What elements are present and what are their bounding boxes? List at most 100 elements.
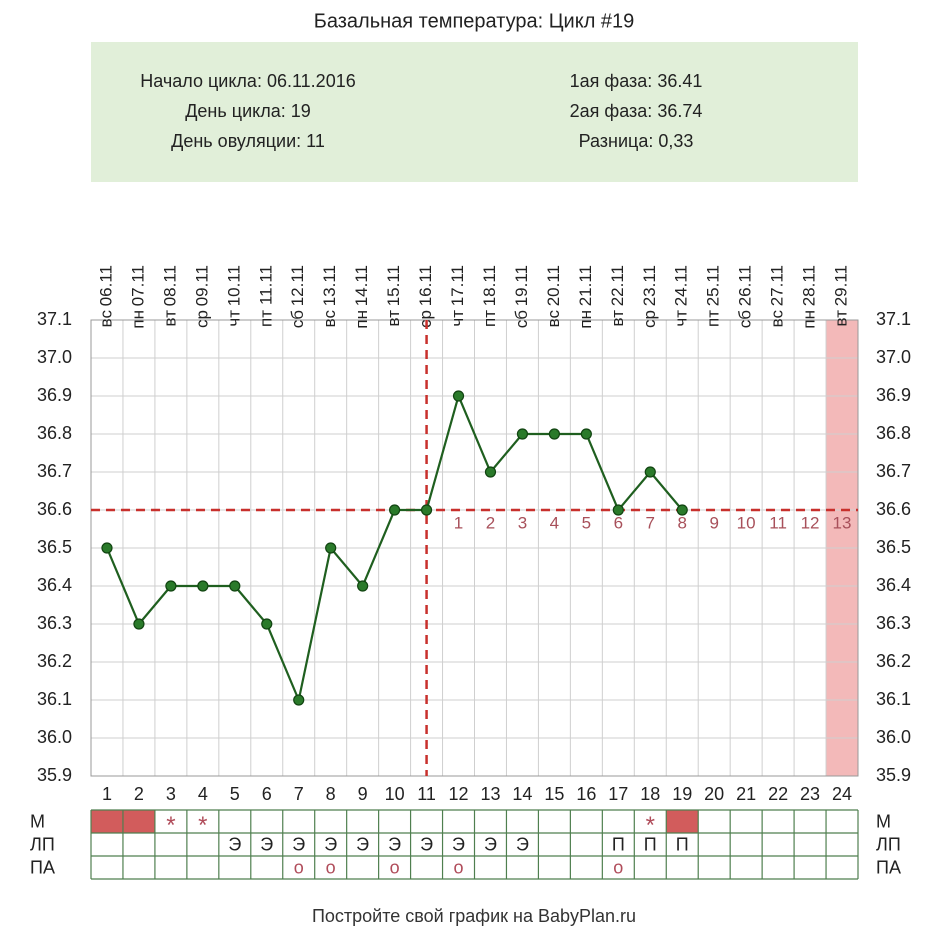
y-tick-label: 37.1 (37, 309, 72, 329)
luteal-day-label: 7 (646, 513, 655, 532)
info-value: 36.74 (657, 101, 702, 121)
weekday-label: пн (128, 310, 147, 329)
y-tick-label-right: 36.0 (876, 727, 911, 747)
weekday-label: пт (256, 310, 275, 327)
info-label: День овуляции: (171, 131, 301, 151)
weekday-label: чт (448, 310, 467, 327)
date-label: 25.11 (704, 265, 723, 306)
weekday-label: вс (544, 310, 563, 328)
y-tick-label: 36.2 (37, 651, 72, 671)
info-line: День цикла: 19 (185, 101, 311, 121)
date-label: 21.11 (576, 265, 595, 306)
date-label: 10.11 (224, 265, 243, 306)
table-cell: * (198, 812, 207, 839)
weekday-label: пт (704, 310, 723, 327)
y-tick-label-right: 36.5 (876, 537, 911, 557)
info-value: 06.11.2016 (267, 71, 356, 91)
table-cell: Э (484, 834, 497, 854)
y-tick-label: 36.1 (37, 689, 72, 709)
luteal-day-label: 5 (582, 513, 591, 532)
table-cell: о (454, 857, 464, 877)
data-point (484, 466, 497, 478)
date-label: 20.11 (544, 265, 563, 306)
luteal-day-label: 10 (737, 513, 756, 532)
info-value: 19 (291, 101, 311, 121)
x-tick-label: 5 (230, 784, 240, 804)
info-line: День овуляции: 11 (171, 131, 325, 151)
data-point (644, 466, 656, 478)
info-line: Разница: 0,33 (579, 131, 694, 151)
data-point (612, 504, 624, 516)
info-value: 11 (306, 131, 325, 151)
row-label-right: ПА (876, 857, 901, 877)
data-point (325, 542, 337, 554)
y-tick-label: 36.3 (37, 613, 72, 633)
data-point (229, 580, 241, 592)
weekday-label: сб (288, 310, 307, 329)
data-point (452, 390, 465, 402)
plot-border (90, 319, 859, 777)
x-tick-label: 6 (262, 784, 272, 804)
info-label: Начало цикла: (140, 71, 262, 91)
data-point (133, 618, 145, 630)
table-cell: П (676, 834, 689, 854)
x-tick-label: 20 (704, 784, 724, 804)
x-tick-label: 13 (480, 784, 500, 804)
y-tick-label-right: 35.9 (876, 765, 911, 785)
date-label: 13.11 (320, 265, 339, 306)
y-tick-label-right: 36.4 (876, 575, 911, 595)
x-tick-label: 4 (198, 784, 208, 804)
table-cell: * (166, 812, 175, 839)
luteal-day-label: 3 (518, 513, 527, 532)
filled-cell (122, 810, 155, 833)
chart-title: Базальная температура: Цикл #19 (314, 10, 635, 32)
data-point (580, 428, 592, 440)
y-tick-label: 36.8 (37, 423, 72, 443)
x-tick-label: 22 (768, 784, 788, 804)
info-box (91, 42, 858, 182)
date-label: 22.11 (608, 265, 627, 306)
date-label: 06.11 (96, 265, 115, 306)
table-cell: Э (388, 834, 401, 854)
info-label: День цикла: (185, 101, 285, 121)
date-label: 27.11 (768, 265, 787, 306)
luteal-day-label: 13 (833, 513, 852, 532)
row-label: ПА (30, 857, 55, 877)
weekday-label: чт (672, 310, 691, 327)
row-label-right: ЛП (876, 834, 901, 854)
x-tick-label: 17 (608, 784, 628, 804)
date-label: 26.11 (736, 265, 755, 306)
table-cell: о (326, 857, 336, 877)
table-cell: П (612, 834, 625, 854)
weekday-label: чт (224, 310, 243, 327)
y-tick-label: 36.7 (37, 461, 72, 481)
data-point (676, 504, 688, 516)
weekday-label: вс (320, 310, 339, 328)
date-label: 11.11 (256, 265, 275, 305)
info-line: Начало цикла: 06.11.2016 (140, 71, 355, 91)
table-cell: П (644, 834, 657, 854)
y-tick-label: 36.5 (37, 537, 72, 557)
y-tick-label: 36.0 (37, 727, 72, 747)
weekday-label: вт (160, 310, 179, 327)
date-label: 07.11 (128, 265, 147, 306)
info-line: 2ая фаза: 36.74 (570, 101, 703, 121)
y-tick-label-right: 36.3 (876, 613, 911, 633)
x-tick-label: 7 (294, 784, 304, 804)
table-cell: о (613, 857, 623, 877)
x-tick-label: 23 (800, 784, 820, 804)
x-tick-label: 12 (449, 784, 469, 804)
data-point (420, 504, 433, 516)
luteal-day-label: 1 (454, 513, 463, 532)
y-tick-label-right: 36.9 (876, 385, 911, 405)
weekday-label: пн (800, 310, 819, 329)
table-cell: Э (324, 834, 337, 854)
date-label: 12.11 (288, 265, 307, 306)
y-tick-label: 36.9 (37, 385, 72, 405)
x-tick-label: 1 (102, 784, 112, 804)
info-value: 0,33 (658, 131, 693, 151)
weekday-label: вс (96, 310, 115, 328)
y-tick-label-right: 36.1 (876, 689, 911, 709)
luteal-day-label: 12 (801, 513, 820, 532)
date-label: 16.11 (416, 265, 435, 306)
